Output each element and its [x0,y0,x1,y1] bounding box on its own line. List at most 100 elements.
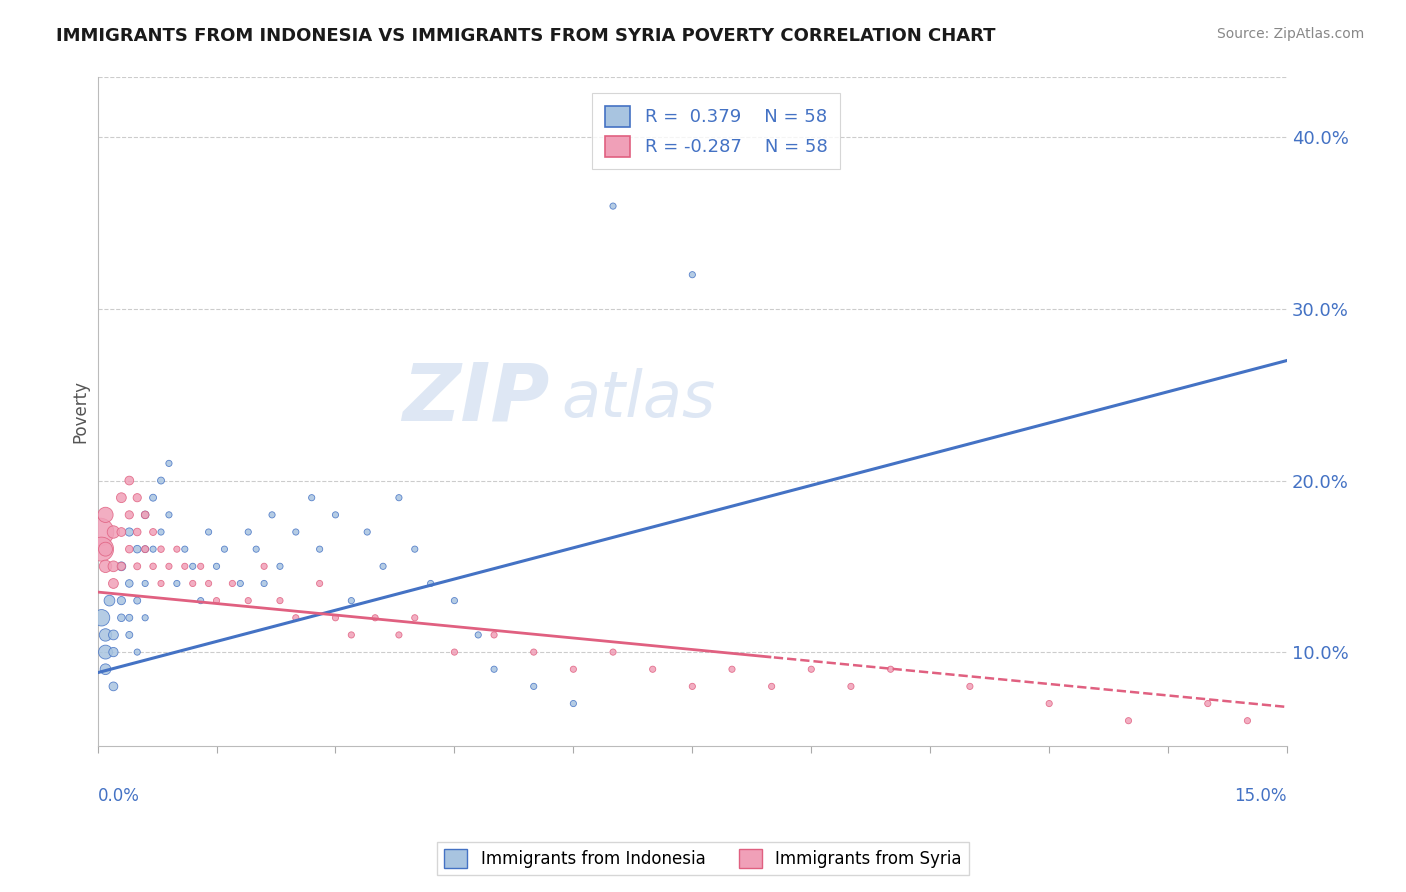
Point [118,576,141,591]
Point [800,662,823,676]
Point [1038,697,1060,711]
Point [134,611,156,625]
Point [356,524,378,539]
Point [839,679,862,693]
Point [181,576,204,591]
Point [681,679,703,693]
Point [562,662,585,676]
Point [94,662,117,676]
Text: atlas: atlas [561,368,716,430]
Point [150,474,173,488]
Point [110,559,132,574]
Point [157,559,180,574]
Point [404,611,426,625]
Point [127,645,149,659]
Point [190,559,212,574]
Point [110,559,132,574]
Point [284,524,307,539]
Point [103,645,125,659]
Point [1236,714,1258,728]
Point [127,524,149,539]
Point [173,542,195,557]
Point [308,542,330,557]
Point [134,542,156,557]
Point [110,491,132,505]
Point [197,576,219,591]
Point [253,559,276,574]
Point [1118,714,1140,728]
Point [142,524,165,539]
Point [103,679,125,693]
Point [523,679,546,693]
Point [98,593,121,607]
Point [94,542,117,557]
Point [205,559,228,574]
Point [150,524,173,539]
Point [467,628,489,642]
Point [90,611,112,625]
Point [388,628,411,642]
Point [388,491,411,505]
Point [229,576,252,591]
Point [761,679,783,693]
Point [127,559,149,574]
Point [190,593,212,607]
Point [419,576,441,591]
Point [269,593,291,607]
Point [134,508,156,522]
Point [103,576,125,591]
Point [959,679,981,693]
Point [157,457,180,471]
Point [284,611,307,625]
Point [205,593,228,607]
Point [118,524,141,539]
Point [721,662,744,676]
Text: IMMIGRANTS FROM INDONESIA VS IMMIGRANTS FROM SYRIA POVERTY CORRELATION CHART: IMMIGRANTS FROM INDONESIA VS IMMIGRANTS … [56,27,995,45]
Point [221,576,243,591]
Point [94,628,117,642]
Point [110,611,132,625]
Point [150,542,173,557]
Point [134,508,156,522]
Point [150,576,173,591]
Point [404,542,426,557]
Point [142,542,165,557]
Point [238,524,260,539]
Point [562,697,585,711]
Point [245,542,267,557]
Point [103,524,125,539]
Point [325,508,347,522]
Point [181,559,204,574]
Point [103,559,125,574]
Point [118,474,141,488]
Point [127,542,149,557]
Point [118,508,141,522]
Legend: R =  0.379    N = 58, R = -0.287    N = 58: R = 0.379 N = 58, R = -0.287 N = 58 [592,93,839,169]
Point [340,628,363,642]
Text: Source: ZipAtlas.com: Source: ZipAtlas.com [1216,27,1364,41]
Point [134,576,156,591]
Point [166,542,188,557]
Point [142,491,165,505]
Point [681,268,703,282]
Point [89,524,111,539]
Point [197,524,219,539]
Point [127,491,149,505]
Point [443,645,465,659]
Point [641,662,664,676]
Point [340,593,363,607]
Point [879,662,901,676]
Point [443,593,465,607]
Point [214,542,236,557]
Point [269,559,291,574]
Point [482,662,505,676]
Text: 15.0%: 15.0% [1234,787,1286,805]
Point [253,576,276,591]
Point [127,593,149,607]
Point [523,645,546,659]
Text: 0.0%: 0.0% [97,787,139,805]
Point [371,559,394,574]
Point [90,542,112,557]
Point [142,559,165,574]
Point [482,628,505,642]
